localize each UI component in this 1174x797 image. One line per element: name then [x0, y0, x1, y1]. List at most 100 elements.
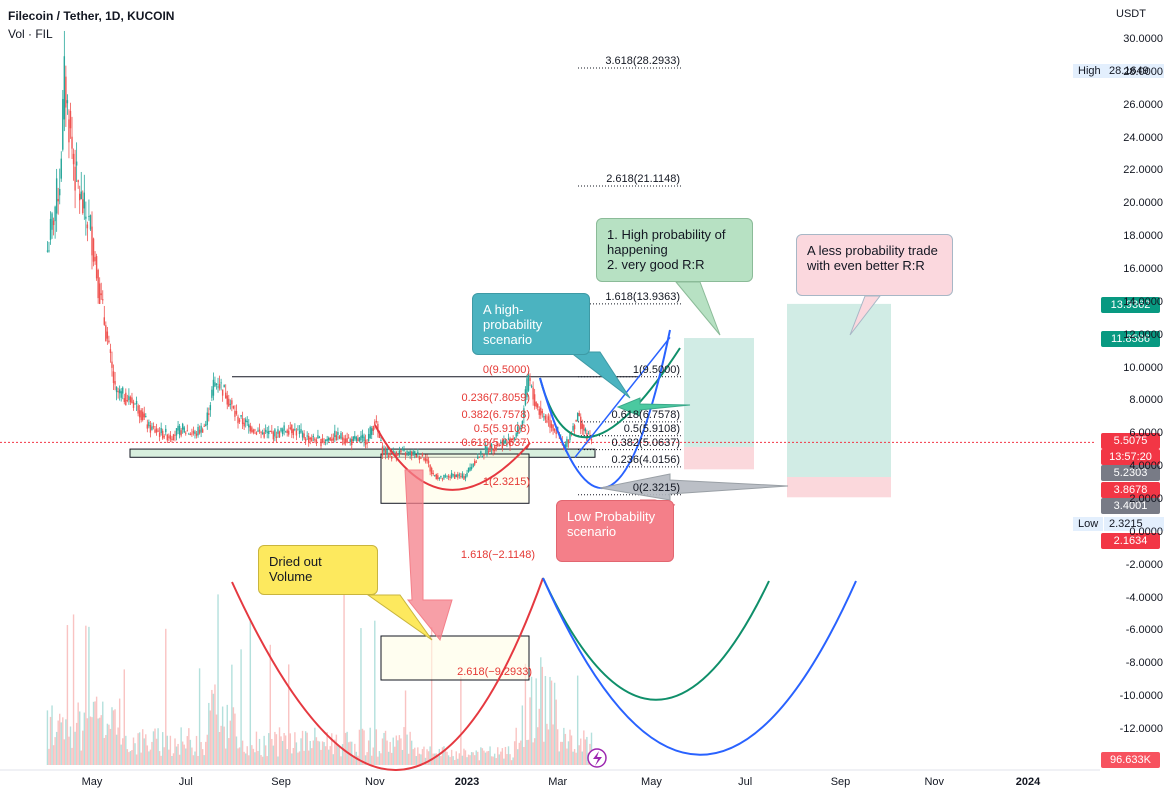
volume-bar — [268, 733, 270, 765]
annotation-less-probability[interactable]: A less probability trade with even bette… — [796, 234, 953, 296]
volume-bar — [83, 712, 86, 765]
volume-bar — [132, 737, 135, 765]
candle-body — [275, 436, 278, 438]
x-tick-label: 2023 — [454, 776, 480, 788]
volume-bar — [578, 745, 580, 765]
volume-bar — [563, 727, 565, 765]
trend-line — [574, 336, 671, 458]
candle-body — [66, 100, 69, 104]
volume-bar — [483, 750, 485, 765]
candle-body — [389, 452, 391, 456]
candle-body — [201, 429, 204, 433]
price-scale-bg — [1095, 0, 1174, 797]
fib-label-left: 2.618(−9.2933) — [457, 666, 532, 678]
annotation-low-probability-scenario[interactable]: Low Probability scenario — [556, 500, 674, 562]
candle-body — [440, 475, 442, 478]
candle-body — [314, 438, 316, 441]
candle-body — [335, 435, 338, 441]
volume-bar — [103, 737, 105, 765]
fib-label-right: 2.618(21.1148) — [606, 172, 680, 185]
candle-body — [62, 99, 64, 150]
price-candles — [46, 30, 593, 482]
candle-body — [208, 413, 210, 415]
annotation-high-probability[interactable]: 1. High probability of happening 2. very… — [596, 218, 753, 282]
price-tag-last: 5.5075 — [1101, 433, 1160, 449]
volume-bar — [340, 756, 342, 765]
volume-bar — [134, 743, 136, 765]
volume-bar — [114, 709, 116, 765]
volume-bar — [420, 754, 422, 765]
volume-bar — [366, 752, 368, 765]
annotation-text: A high-probability scenario — [483, 302, 543, 347]
volume-bar — [523, 747, 525, 765]
volume-bar — [197, 755, 199, 765]
volume-bar — [515, 727, 517, 765]
volume-bar — [280, 736, 282, 765]
candle-body — [315, 439, 318, 444]
candle-body — [111, 361, 113, 368]
candle-body — [151, 426, 153, 430]
candle-body — [115, 386, 118, 393]
volume-bar — [181, 741, 184, 765]
volume-bar — [480, 747, 482, 765]
y-tick-label: 10.0000 — [1123, 361, 1163, 374]
volume-bar — [266, 756, 268, 765]
volume-bar — [201, 749, 204, 765]
volume-bar — [560, 741, 562, 765]
candle-body — [581, 423, 583, 429]
down-arrow — [404, 469, 453, 642]
candle-body — [228, 398, 230, 407]
volume-bar — [143, 738, 145, 765]
y-tick-label: 24.0000 — [1123, 131, 1163, 144]
volume-bar — [106, 723, 109, 765]
volume-bar — [543, 741, 545, 765]
candle-body — [372, 425, 374, 431]
candle-body — [174, 434, 176, 436]
candle-body — [209, 405, 212, 411]
red-arc-volume — [231, 577, 544, 771]
volume-bar — [89, 716, 92, 765]
annotation-high-probability-scenario[interactable]: A high-probability scenario — [472, 293, 590, 355]
volume-bar — [493, 753, 496, 765]
candle-body — [214, 382, 216, 387]
candle-body — [546, 420, 548, 423]
volume-bar — [475, 750, 477, 765]
fib-label-left: 0.236(7.8059) — [461, 391, 531, 404]
volume-bar — [95, 696, 98, 765]
fib-label-right: 0.618(6.7578) — [611, 408, 681, 421]
candle-body — [152, 426, 155, 428]
low-value: 2.3215 — [1104, 517, 1164, 531]
candle-body — [455, 474, 457, 477]
candle-body — [443, 475, 445, 479]
candle-body — [215, 383, 218, 385]
volume-bar — [424, 757, 427, 765]
candle-body — [355, 437, 358, 441]
position-1-target — [684, 338, 754, 447]
candle-body — [278, 431, 281, 438]
volume-bar — [460, 676, 462, 765]
volume-bar — [383, 732, 385, 765]
candle-body — [309, 437, 311, 440]
dried-volume-box — [380, 635, 530, 681]
candle-body — [487, 451, 490, 453]
volume-bar — [281, 740, 284, 765]
volume-bar — [429, 746, 431, 765]
annotation-dried-volume[interactable]: Dried out Volume — [258, 545, 378, 595]
volume-bar — [297, 752, 299, 765]
candle-body — [221, 389, 224, 396]
volume-bar — [315, 737, 318, 765]
volume-bar — [206, 734, 208, 765]
candle-body — [535, 402, 537, 407]
candle-body — [189, 434, 192, 436]
volume-bar — [324, 746, 327, 765]
candle-body — [360, 435, 362, 441]
volume-bar — [590, 732, 593, 765]
high-label: High — [1073, 64, 1106, 78]
volume-bar — [226, 704, 228, 765]
volume-bar — [240, 649, 242, 765]
candle-body — [258, 429, 261, 432]
volume-bar — [209, 710, 212, 765]
volume-bar — [215, 714, 218, 765]
